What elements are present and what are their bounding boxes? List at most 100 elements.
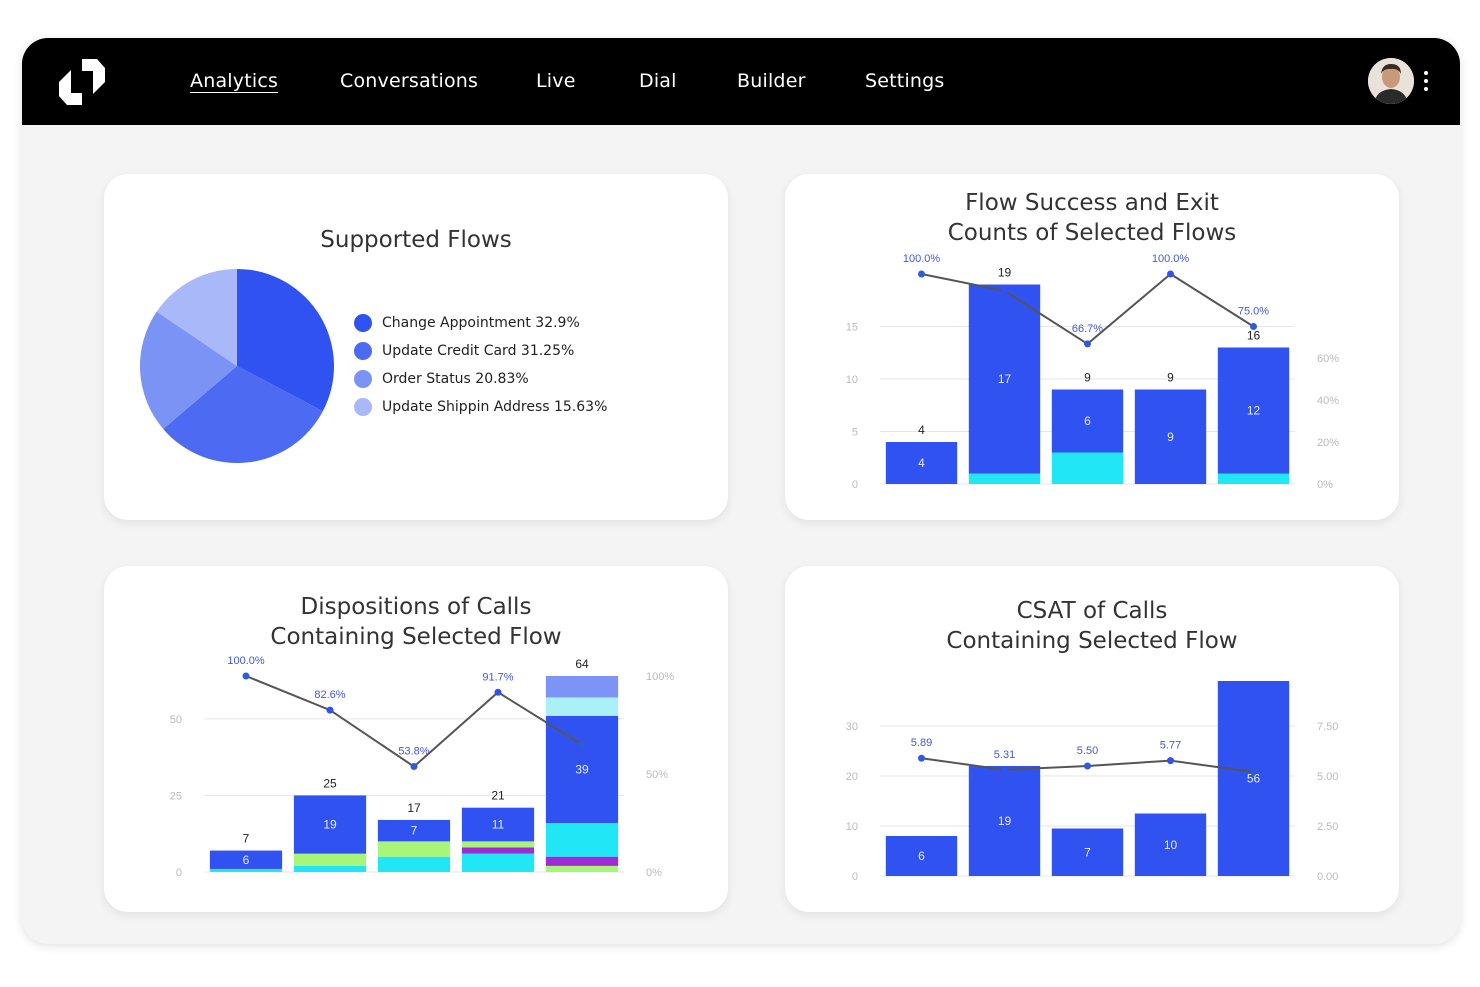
trend-point[interactable]: [918, 270, 925, 278]
y2-tick-label: 0.00: [1317, 871, 1338, 883]
bar-segment[interactable]: [209, 868, 283, 872]
bar-segment[interactable]: [377, 841, 451, 857]
csat-title: CSAT of Calls Containing Selected Flow: [785, 596, 1399, 656]
trend-point[interactable]: [410, 763, 418, 771]
bar-segment[interactable]: [1051, 452, 1124, 485]
supported-flows-title: Supported Flows: [320, 227, 512, 253]
legend-swatch: [354, 398, 372, 416]
bar-segment[interactable]: [293, 865, 367, 872]
bar-segment[interactable]: [377, 819, 451, 842]
bar-segment[interactable]: [293, 853, 367, 866]
trend-point[interactable]: [1167, 757, 1174, 765]
bar-segment[interactable]: [545, 715, 619, 823]
trend-point[interactable]: [1167, 270, 1174, 278]
bar-segment[interactable]: [545, 697, 619, 716]
bar-segment[interactable]: [1217, 681, 1290, 876]
bar-segment-label: 7: [411, 824, 418, 838]
trend-point[interactable]: [1084, 340, 1091, 348]
bar-segment[interactable]: [885, 836, 958, 876]
nav-settings[interactable]: Settings: [865, 70, 945, 92]
y-tick-label: 20: [846, 771, 858, 783]
y-tick-label: 0: [852, 871, 858, 883]
nav-conversations[interactable]: Conversations: [340, 70, 479, 92]
legend-swatch: [354, 342, 372, 360]
bar-segment-label: 4: [918, 456, 925, 470]
top-navigation-bar: Analytics Conversations Live Dial Builde…: [22, 38, 1460, 125]
bar-segment[interactable]: [293, 795, 367, 854]
trend-point-label: 100.0%: [903, 253, 941, 265]
bar-segment[interactable]: [885, 442, 958, 484]
bar-segment[interactable]: [968, 284, 1041, 474]
trend-point[interactable]: [1001, 766, 1008, 774]
y2-tick-label: 5.00: [1317, 771, 1338, 783]
bar-segment[interactable]: [1217, 473, 1290, 485]
trend-point[interactable]: [1001, 287, 1008, 295]
bar-segment[interactable]: [1134, 813, 1207, 877]
trend-point-label: 82.6%: [314, 689, 345, 701]
y2-tick-label: 0%: [646, 867, 662, 879]
bar-segment[interactable]: [461, 853, 535, 872]
user-avatar[interactable]: [1368, 58, 1414, 104]
trend-point-label: 66.7%: [1072, 323, 1103, 335]
bar-segment[interactable]: [1051, 828, 1124, 877]
nav-dial[interactable]: Dial: [639, 70, 677, 92]
bar-segment[interactable]: [461, 807, 535, 842]
bar-segment-label: 6: [918, 849, 925, 863]
trend-point-label: 100.0%: [227, 655, 265, 667]
bar-segment-label: 6: [1084, 414, 1091, 428]
dispositions-chart: 0 25 50 0% 50% 100% 6 7 19 25 7 17 11 21 39 64 100.0% 82.…: [170, 655, 675, 879]
pie-slice-2[interactable]: [140, 311, 237, 429]
user-avatar-icon: [1368, 58, 1414, 104]
legend-swatch: [354, 314, 372, 332]
bar-segment[interactable]: [461, 841, 535, 848]
bar-segment[interactable]: [377, 856, 451, 872]
flow-success-card: Flow Success and Exit Counts of Selected…: [785, 174, 1399, 520]
bar-segment[interactable]: [1134, 389, 1207, 485]
y-tick-label: 0: [852, 479, 858, 491]
bar-segment-label: 17: [998, 372, 1012, 386]
trend-point[interactable]: [326, 706, 334, 714]
trend-point-label: 5.77: [1160, 740, 1181, 752]
legend-label: Update Shippin Address 15.63%: [382, 399, 608, 415]
bar-segment[interactable]: [545, 676, 619, 698]
bar-segment[interactable]: [545, 823, 619, 857]
bar-segment-label: 12: [1247, 404, 1261, 418]
y-tick-label: 50: [170, 714, 182, 726]
more-options-icon[interactable]: [1421, 71, 1431, 95]
supported-flows-card: Supported Flows Change Appointment 32.9%…: [104, 174, 728, 520]
bar-segment[interactable]: [545, 865, 619, 872]
bar-segment[interactable]: [1051, 389, 1124, 453]
bar-segment[interactable]: [545, 856, 619, 866]
nav-analytics[interactable]: Analytics: [190, 70, 279, 92]
y2-tick-label: 7.50: [1317, 721, 1338, 733]
bar-segment[interactable]: [968, 766, 1041, 876]
bar-segment[interactable]: [209, 850, 283, 869]
nav-builder[interactable]: Builder: [737, 70, 806, 92]
bar-segment[interactable]: [1217, 347, 1290, 474]
bar-total-label: 16: [1247, 329, 1261, 343]
supported-flows-pie: [140, 269, 334, 463]
app-window: Analytics Conversations Live Dial Builde…: [22, 38, 1460, 944]
trend-point[interactable]: [1250, 768, 1257, 776]
brand-logo-icon[interactable]: [56, 56, 108, 108]
trend-point[interactable]: [918, 754, 925, 762]
trend-point[interactable]: [1084, 762, 1091, 770]
dispositions-card: Dispositions of Calls Containing Selecte…: [104, 566, 728, 912]
trend-point[interactable]: [1250, 323, 1257, 330]
bar-total-label: 25: [323, 776, 337, 790]
y-tick-label: 10: [846, 374, 858, 386]
csat-title-line-1: CSAT of Calls: [1016, 598, 1168, 624]
pie-slice-0[interactable]: [237, 269, 334, 412]
pie-slice-1[interactable]: [163, 366, 323, 463]
pie-slice-3[interactable]: [156, 269, 237, 366]
trend-point[interactable]: [578, 741, 586, 749]
nav-live[interactable]: Live: [536, 70, 576, 92]
bar-segment-label: 11: [492, 818, 505, 832]
trend-point[interactable]: [494, 688, 502, 696]
trend-point-label: 75.0%: [1238, 306, 1269, 318]
y-tick-label: 30: [846, 721, 858, 733]
bar-segment[interactable]: [968, 473, 1041, 485]
bar-segment[interactable]: [461, 847, 535, 854]
bar-total-label: 9: [1167, 371, 1174, 385]
trend-point[interactable]: [242, 672, 250, 680]
